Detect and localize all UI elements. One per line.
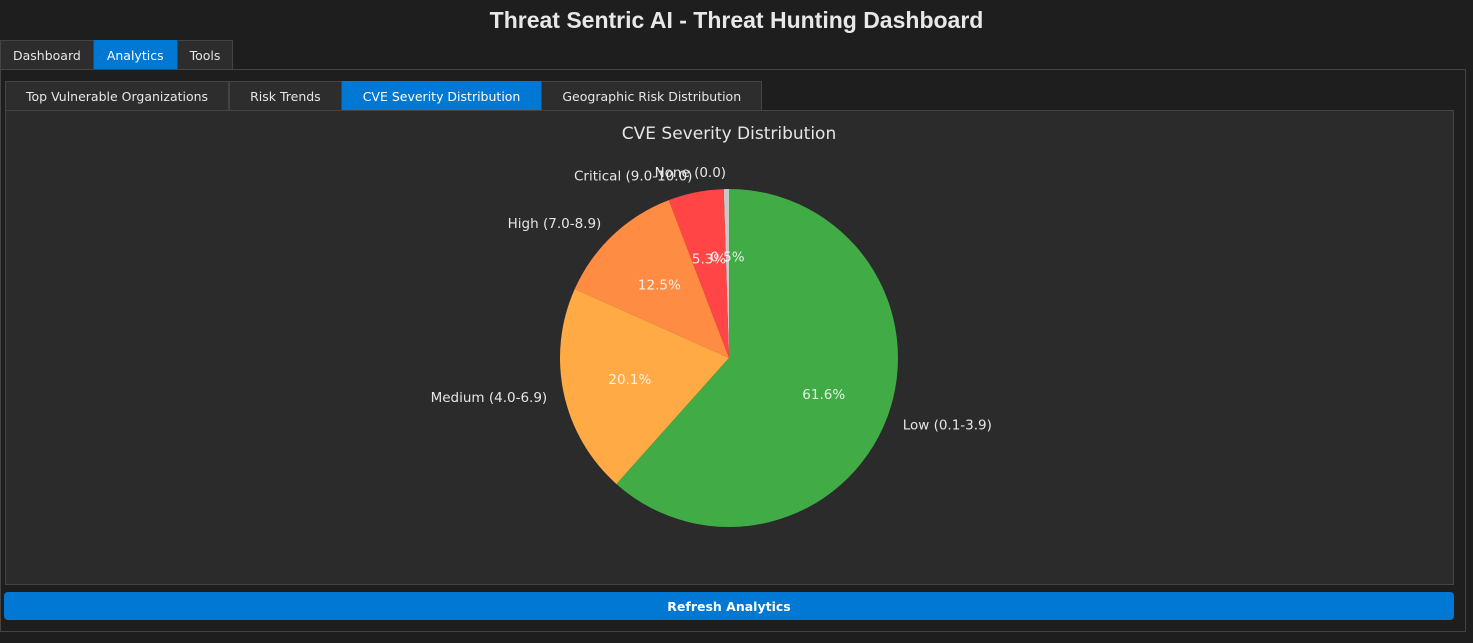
- tab-risk-trends[interactable]: Risk Trends: [229, 81, 342, 110]
- chart-title: CVE Severity Distribution: [622, 124, 836, 144]
- tab-geographic-risk-distribution[interactable]: Geographic Risk Distribution: [541, 81, 763, 110]
- tab-cve-severity-distribution[interactable]: CVE Severity Distribution: [341, 81, 542, 110]
- app-title: Threat Sentric AI - Threat Hunting Dashb…: [489, 7, 984, 33]
- refresh-analytics-button[interactable]: Refresh Analytics: [4, 592, 1454, 620]
- pie-pct-label-low: 61.6%: [802, 387, 845, 403]
- tab-top-vulnerable-organizations[interactable]: Top Vulnerable Organizations: [5, 81, 230, 110]
- pie-slice-medium: [560, 288, 729, 485]
- main-tab-bar: Dashboard Analytics Tools: [0, 40, 234, 69]
- pie-pct-label-high: 12.5%: [638, 277, 681, 293]
- pie-pct-label-critical: 5.3%: [692, 252, 726, 268]
- tab-dashboard[interactable]: Dashboard: [0, 40, 94, 69]
- pie-category-label-high: High (7.0-8.9): [508, 216, 602, 232]
- chart-panel: CVE Severity Distribution 0.5% None (0.0)…: [5, 110, 1454, 585]
- analytics-sub-tab-bar: Top Vulnerable Organizations Risk Trends…: [5, 81, 763, 110]
- pie-pct-label-medium: 20.1%: [608, 372, 651, 388]
- pie-category-label-critical: Critical (9.0-10.0): [574, 169, 692, 185]
- severity-pie-chart: CVE Severity Distribution 0.5% None (0.0)…: [431, 124, 992, 527]
- pie-pct-label-none: 0.5%: [710, 250, 744, 266]
- pie-slice-high: [574, 200, 729, 358]
- pie-slice-critical: [668, 189, 729, 358]
- pie-category-label-medium: Medium (4.0-6.9): [431, 390, 548, 406]
- tab-tools[interactable]: Tools: [176, 40, 234, 69]
- pie-slice-none: [723, 189, 729, 358]
- tab-analytics[interactable]: Analytics: [93, 40, 177, 69]
- pie-slice-low: [616, 189, 898, 527]
- pie-category-label-none: None (0.0): [655, 165, 727, 181]
- pie-category-label-low: Low (0.1-3.9): [903, 417, 992, 433]
